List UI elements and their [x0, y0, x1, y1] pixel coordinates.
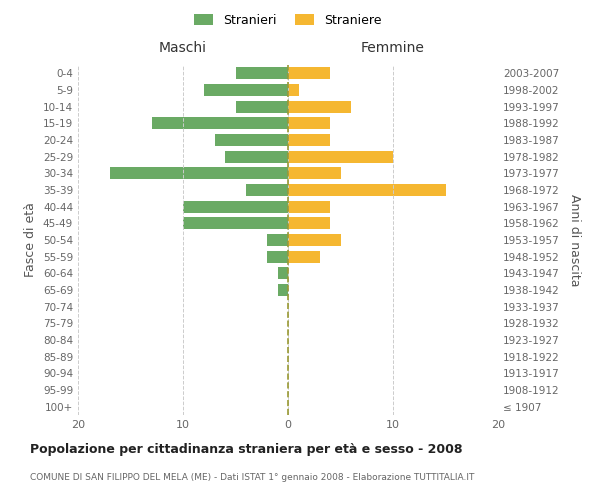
Bar: [267, 234, 288, 246]
Bar: [288, 218, 330, 230]
Bar: [204, 84, 288, 96]
Bar: [288, 68, 330, 80]
Text: Popolazione per cittadinanza straniera per età e sesso - 2008: Popolazione per cittadinanza straniera p…: [30, 442, 463, 456]
Text: Maschi: Maschi: [159, 41, 207, 55]
Bar: [183, 218, 288, 230]
Bar: [109, 168, 288, 179]
Bar: [288, 168, 341, 179]
Bar: [288, 118, 330, 130]
Bar: [235, 68, 288, 80]
Legend: Stranieri, Straniere: Stranieri, Straniere: [190, 8, 386, 32]
Bar: [277, 268, 288, 280]
Bar: [225, 150, 288, 162]
Bar: [215, 134, 288, 146]
Bar: [246, 184, 288, 196]
Bar: [288, 134, 330, 146]
Bar: [183, 200, 288, 212]
Text: Femmine: Femmine: [361, 41, 425, 55]
Bar: [267, 250, 288, 262]
Bar: [288, 200, 330, 212]
Y-axis label: Fasce di età: Fasce di età: [25, 202, 37, 278]
Text: COMUNE DI SAN FILIPPO DEL MELA (ME) - Dati ISTAT 1° gennaio 2008 - Elaborazione : COMUNE DI SAN FILIPPO DEL MELA (ME) - Da…: [30, 472, 475, 482]
Bar: [288, 100, 351, 112]
Bar: [288, 184, 445, 196]
Bar: [151, 118, 288, 130]
Bar: [288, 84, 299, 96]
Bar: [277, 284, 288, 296]
Bar: [235, 100, 288, 112]
Bar: [288, 150, 393, 162]
Bar: [288, 250, 320, 262]
Bar: [288, 234, 341, 246]
Y-axis label: Anni di nascita: Anni di nascita: [568, 194, 581, 286]
